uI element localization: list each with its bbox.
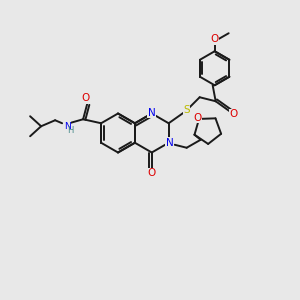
Text: S: S	[183, 105, 190, 115]
Text: N: N	[148, 107, 156, 118]
Text: N: N	[64, 122, 70, 131]
Text: H: H	[67, 126, 73, 135]
Text: O: O	[230, 109, 238, 119]
Text: N: N	[64, 122, 70, 131]
Text: O: O	[193, 113, 201, 123]
Text: O: O	[148, 169, 156, 178]
Text: O: O	[211, 34, 219, 44]
Text: N: N	[166, 138, 173, 148]
Text: O: O	[81, 93, 89, 103]
